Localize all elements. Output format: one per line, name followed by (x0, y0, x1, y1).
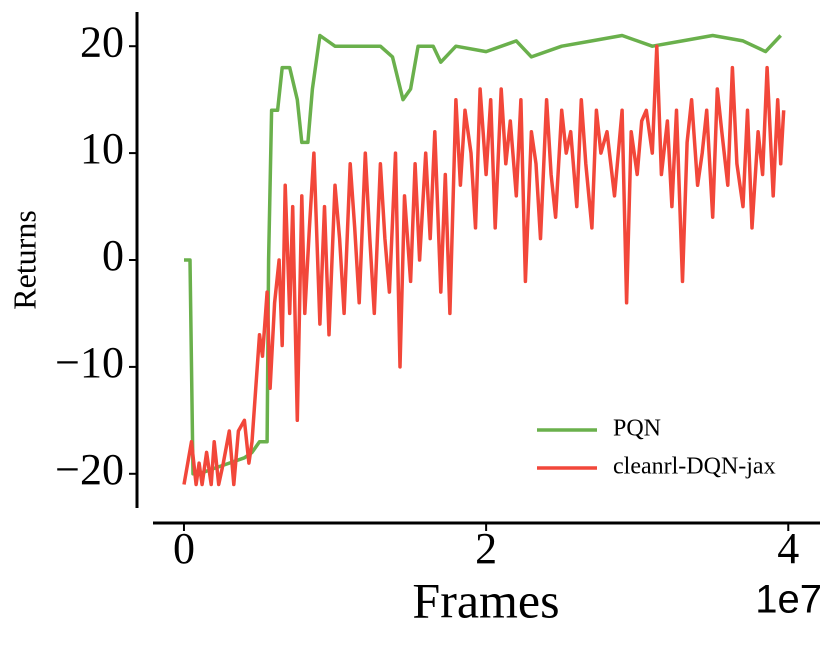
x-axis-label: Frames (412, 572, 559, 628)
y-tick-label: 10 (80, 124, 124, 173)
y-tick-label: −20 (55, 445, 124, 494)
y-tick-label: −10 (55, 338, 124, 387)
legend-label: cleanrl-DQN-jax (613, 454, 776, 480)
y-tick-label: 20 (80, 17, 124, 66)
y-axis-label: Returns (6, 210, 42, 310)
legend-label: PQN (613, 416, 661, 442)
x-offset-label: 1e7 (755, 578, 822, 622)
x-tick-label: 4 (777, 524, 799, 573)
series-line (182, 44, 786, 487)
x-tick-label: 0 (173, 524, 195, 573)
y-tick-label: 0 (102, 231, 124, 280)
x-tick-label: 2 (475, 524, 497, 573)
